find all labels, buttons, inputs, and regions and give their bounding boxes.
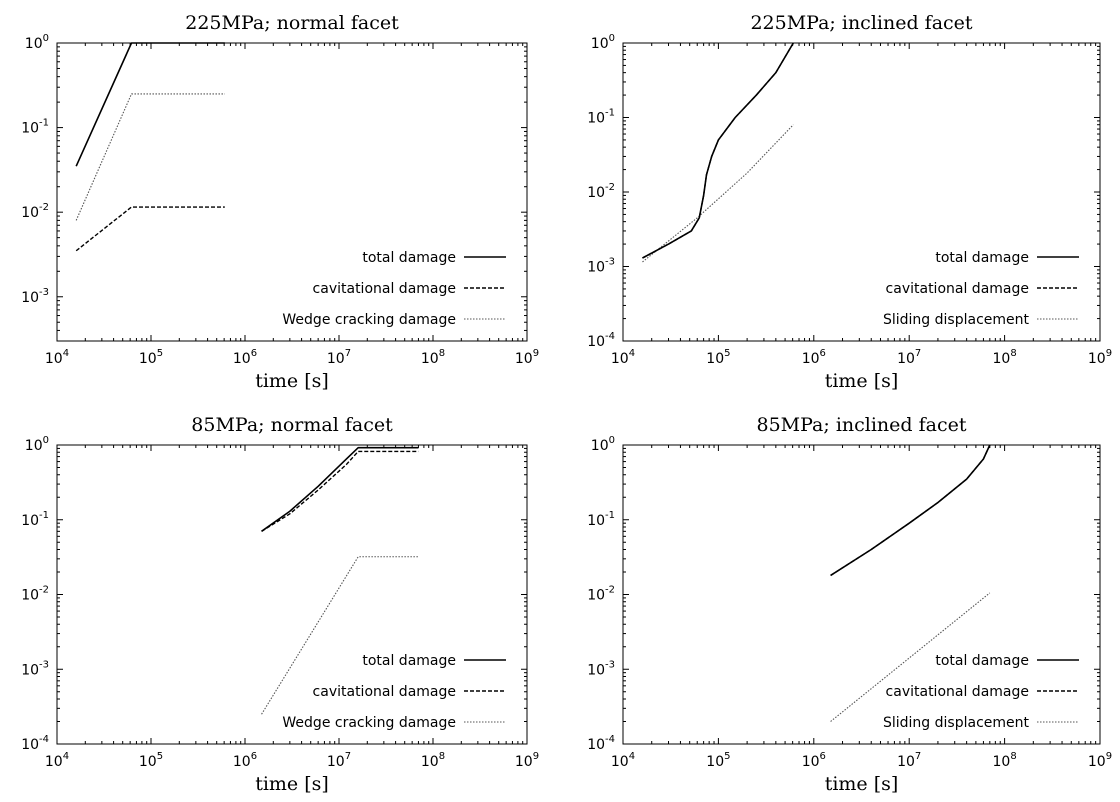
series-line-solid xyxy=(75,42,225,167)
legend-label: Sliding displacement xyxy=(883,715,1030,731)
x-tick-label: 106 xyxy=(802,348,826,367)
series-line-dashed xyxy=(830,444,991,577)
legend-label: total damage xyxy=(362,250,456,266)
y-tick-label: 100 xyxy=(591,33,615,52)
plot-frame xyxy=(56,42,528,342)
legend-label: cavitational damage xyxy=(886,281,1029,297)
legend-label: Wedge cracking damage xyxy=(282,715,456,731)
legend: total damage cavitational damage Sliding d… xyxy=(883,653,1079,731)
x-tick-label: 109 xyxy=(515,348,539,367)
legend-label: Sliding displacement xyxy=(883,312,1030,328)
x-tick-label: 108 xyxy=(992,751,1016,770)
x-tick-label: 106 xyxy=(802,751,826,770)
x-tick-label: 108 xyxy=(421,751,445,770)
x-tick-label: 107 xyxy=(327,751,351,770)
x-tick-label: 105 xyxy=(706,348,730,367)
chart-panel-1: 225MPa; normal facet 104 105 106 107 108 109 10… xyxy=(21,12,539,392)
x-tick-label: 105 xyxy=(706,751,730,770)
x-tick-label: 109 xyxy=(1088,348,1112,367)
y-tick-label: 10-1 xyxy=(587,510,615,529)
y-tick-label: 10-1 xyxy=(587,108,615,127)
x-tick-label: 108 xyxy=(421,348,445,367)
series-line-solid xyxy=(642,42,795,259)
x-tick-label: 107 xyxy=(897,348,921,367)
series-line-dashed xyxy=(642,42,794,259)
chart-panel-4: 85MPa; inclined facet 104 105 106 107 108 109 1… xyxy=(587,414,1112,795)
y-tick-label: 10-3 xyxy=(21,287,49,306)
y-tick-label: 10-1 xyxy=(21,510,49,529)
series-line-dashed xyxy=(261,450,419,532)
legend-label: cavitational damage xyxy=(886,684,1029,700)
x-tick-label: 108 xyxy=(992,348,1016,367)
y-tick-label: 100 xyxy=(591,435,615,454)
series-line-dotted xyxy=(642,124,794,263)
y-tick-label: 10-3 xyxy=(21,659,49,678)
x-tick-label: 104 xyxy=(45,348,69,367)
chart-title: 225MPa; normal facet xyxy=(185,12,399,34)
legend: total damage cavitational damage Wedge cra… xyxy=(282,653,506,731)
legend-label: total damage xyxy=(935,250,1029,266)
x-axis-label: time [s] xyxy=(825,370,899,392)
x-tick-label: 107 xyxy=(327,348,351,367)
x-tick-label: 107 xyxy=(897,751,921,770)
legend-label: cavitational damage xyxy=(313,684,456,700)
y-tick-label: 10-4 xyxy=(21,734,49,753)
legend: total damage cavitational damage Sliding d… xyxy=(883,250,1079,328)
y-tick-label: 10-3 xyxy=(587,257,615,276)
y-tick-label: 10-2 xyxy=(587,585,615,604)
series-line-dashed xyxy=(75,206,225,252)
x-tick-label: 104 xyxy=(45,751,69,770)
y-tick-label: 100 xyxy=(25,435,49,454)
series-line-dotted xyxy=(75,93,225,221)
x-axis-label: time [s] xyxy=(255,370,329,392)
series-line-solid xyxy=(830,444,991,577)
x-tick-label: 104 xyxy=(611,751,635,770)
x-tick-label: 105 xyxy=(139,751,163,770)
x-tick-label: 106 xyxy=(233,751,257,770)
legend-label: cavitational damage xyxy=(313,281,456,297)
legend-label: Wedge cracking damage xyxy=(282,312,456,328)
series-line-dotted xyxy=(830,592,991,722)
legend: total damage cavitational damage Wedge cra… xyxy=(282,250,506,328)
x-tick-label: 109 xyxy=(515,751,539,770)
y-tick-label: 10-2 xyxy=(21,585,49,604)
y-tick-label: 10-2 xyxy=(587,182,615,201)
chart-title: 85MPa; normal facet xyxy=(191,414,393,436)
chart-title: 85MPa; inclined facet xyxy=(756,414,966,436)
chart-panel-2: 225MPa; inclined facet 104 105 106 107 108 109… xyxy=(587,12,1112,392)
plot-frame xyxy=(56,444,528,745)
legend-label: total damage xyxy=(935,653,1029,669)
y-tick-label: 10-4 xyxy=(587,734,615,753)
series-line-solid xyxy=(261,446,419,532)
y-tick-label: 10-1 xyxy=(21,118,49,137)
chart-title: 225MPa; inclined facet xyxy=(750,12,972,34)
y-tick-label: 100 xyxy=(25,33,49,52)
x-axis-label: time [s] xyxy=(825,773,899,795)
y-tick-label: 10-4 xyxy=(587,331,615,350)
y-tick-label: 10-3 xyxy=(587,659,615,678)
x-tick-label: 106 xyxy=(233,348,257,367)
x-tick-label: 105 xyxy=(139,348,163,367)
x-tick-label: 104 xyxy=(611,348,635,367)
legend-label: total damage xyxy=(362,653,456,669)
x-tick-label: 109 xyxy=(1088,751,1112,770)
chart-panel-3: 85MPa; normal facet 104 105 106 107 108 109 10-… xyxy=(21,414,539,795)
x-axis-label: time [s] xyxy=(255,773,329,795)
y-tick-label: 10-2 xyxy=(21,202,49,221)
